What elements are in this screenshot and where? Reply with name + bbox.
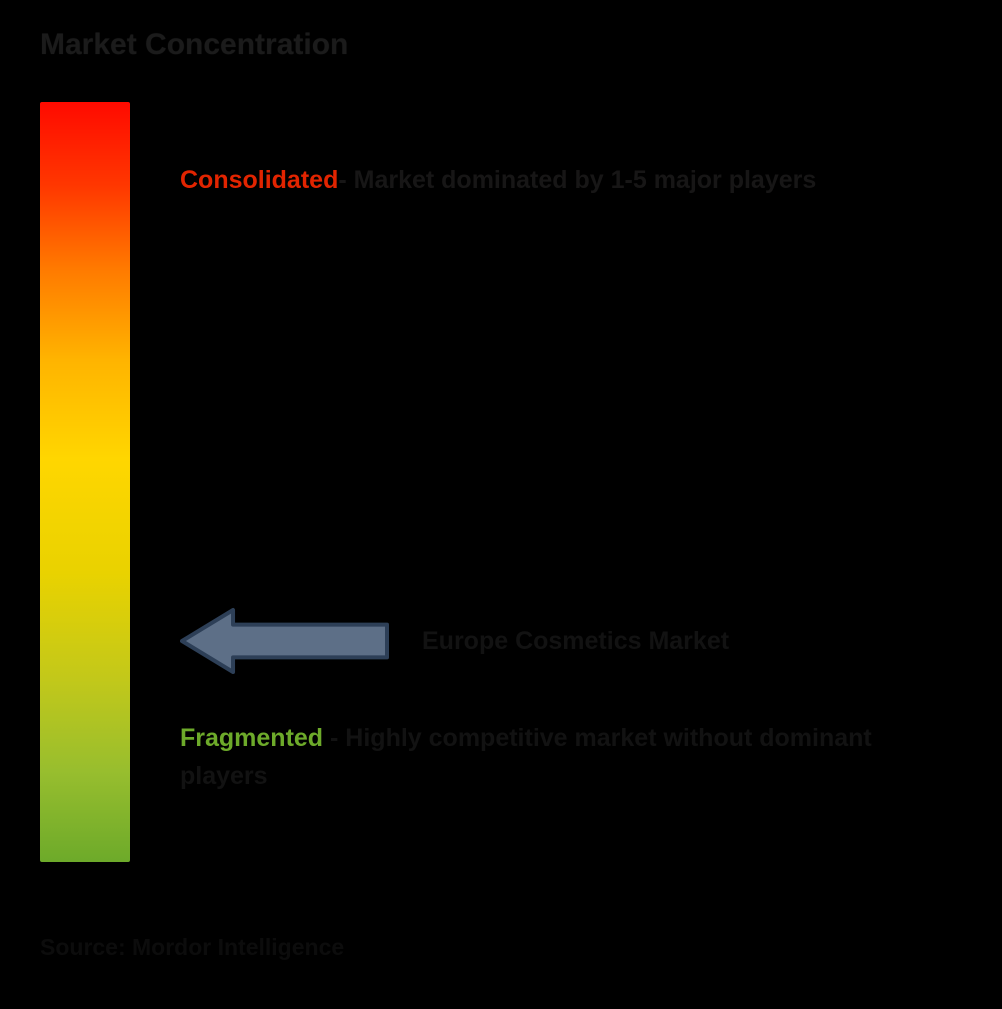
- fragmented-label: Fragmented: [180, 724, 323, 752]
- arrow-left-icon: [180, 607, 390, 675]
- diagram-body: Consolidated- Market dominated by 1-5 ma…: [40, 102, 962, 862]
- consolidated-annotation: Consolidated- Market dominated by 1-5 ma…: [180, 162, 816, 200]
- page-title: Market Concentration: [40, 28, 962, 62]
- consolidated-label: Consolidated: [180, 166, 338, 194]
- concentration-gradient-bar: [40, 102, 130, 862]
- market-pointer: Europe Cosmetics Market: [180, 607, 729, 675]
- consolidated-description: - Market dominated by 1-5 major players: [338, 166, 816, 194]
- market-pointer-label: Europe Cosmetics Market: [422, 627, 729, 656]
- annotation-area: Consolidated- Market dominated by 1-5 ma…: [180, 102, 962, 862]
- fragmented-annotation: Fragmented - Highly competitive market w…: [180, 720, 920, 795]
- source-attribution: Source: Mordor Intelligence: [40, 934, 344, 961]
